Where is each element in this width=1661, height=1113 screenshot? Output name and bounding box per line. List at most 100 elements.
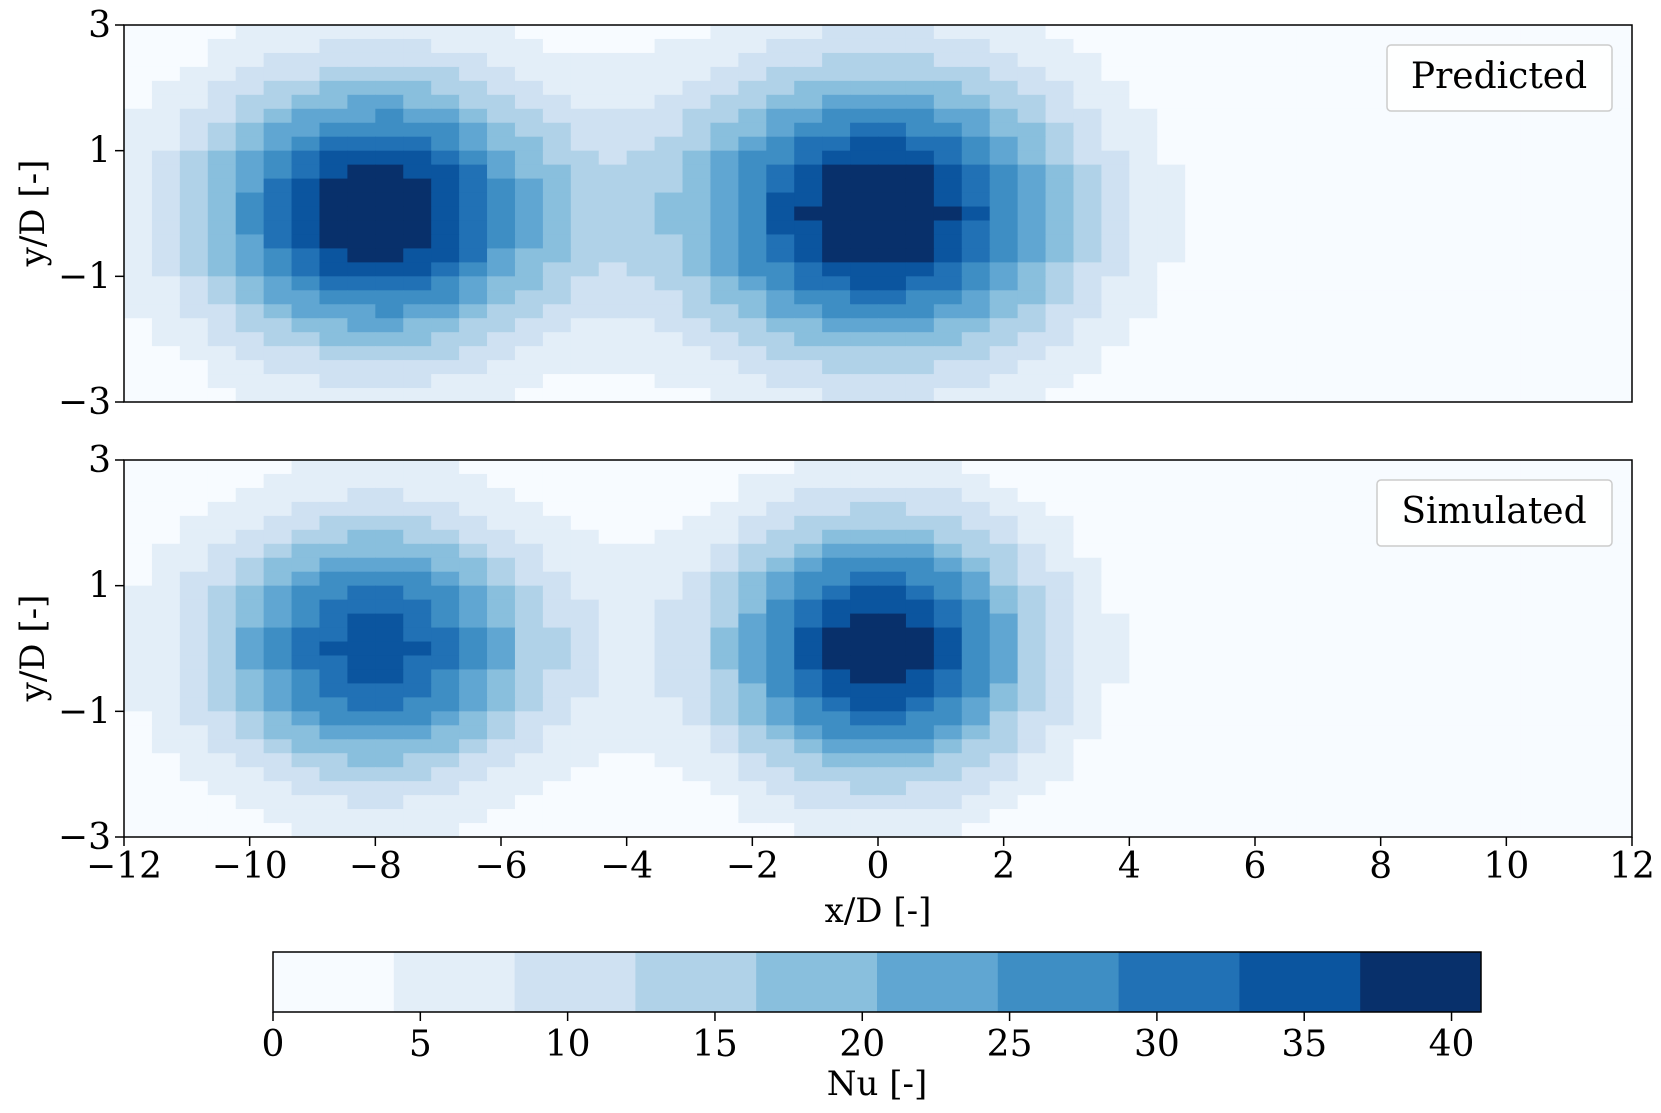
heatmap-cell [291, 234, 321, 249]
heatmap-cell [933, 248, 963, 263]
heatmap-cell [989, 460, 1019, 475]
heatmap-cell [347, 346, 376, 361]
heatmap-cell [626, 150, 656, 166]
heatmap-cell [1157, 795, 1186, 810]
heatmap-cell [207, 150, 237, 166]
heatmap-cell [738, 711, 767, 726]
heatmap-cell [738, 473, 767, 489]
heatmap-cell [1604, 655, 1633, 671]
x-tick-label: −4 [600, 846, 653, 887]
heatmap-cell [794, 66, 823, 82]
heatmap-cell [1380, 697, 1410, 712]
heatmap-cell [207, 809, 237, 824]
heatmap-cell [487, 346, 516, 361]
heatmap-cell [1296, 641, 1326, 657]
heatmap-cell [1408, 641, 1438, 657]
heatmap-cell [235, 360, 265, 375]
heatmap-cell [1492, 585, 1521, 601]
heatmap-cell [1548, 809, 1577, 824]
heatmap-cell [235, 543, 265, 559]
heatmap-cell [570, 711, 600, 726]
heatmap-cell [905, 136, 935, 152]
heatmap-cell [570, 220, 600, 236]
heatmap-cell [431, 304, 460, 319]
heatmap-cell [878, 38, 907, 54]
heatmap-cell [487, 515, 516, 531]
heatmap-cell [1324, 795, 1354, 810]
heatmap-cell [487, 767, 516, 782]
heatmap-cell [1520, 585, 1549, 601]
heatmap-cell [1185, 809, 1214, 824]
heatmap-cell [794, 641, 823, 657]
heatmap-cell [1352, 206, 1382, 222]
heatmap-cell [878, 683, 907, 698]
heatmap-cell [989, 781, 1019, 796]
heatmap-cell [1045, 460, 1075, 475]
heatmap-cell [403, 248, 432, 263]
heatmap-cell [179, 248, 209, 263]
heatmap-cell [1129, 360, 1158, 375]
heatmap-cell [347, 487, 376, 503]
heatmap-cell [319, 781, 349, 796]
heatmap-cell [1352, 290, 1382, 305]
heatmap-cell [1352, 94, 1382, 110]
heatmap-cell [822, 557, 851, 573]
heatmap-cell [403, 178, 432, 194]
heatmap-cell [989, 290, 1019, 305]
heatmap-cell [459, 150, 488, 166]
heatmap-cell [570, 599, 600, 615]
heatmap-cell [403, 473, 432, 489]
heatmap-cell [1073, 206, 1103, 222]
heatmap-cell [235, 683, 265, 698]
heatmap-cell [1157, 178, 1186, 194]
heatmap-cell [542, 711, 572, 726]
heatmap-cell [1520, 346, 1549, 361]
heatmap-cell [1157, 346, 1186, 361]
heatmap-cell [1352, 150, 1382, 166]
heatmap-cell [1129, 192, 1158, 208]
heatmap-cell [1129, 52, 1158, 68]
heatmap-cell [961, 585, 991, 601]
heatmap-cell [1464, 655, 1493, 671]
heatmap-cell [878, 388, 907, 403]
heatmap-cell [1129, 38, 1158, 54]
heatmap-cell [850, 557, 879, 573]
heatmap-cell [291, 262, 321, 277]
heatmap-cell [1241, 52, 1270, 68]
heatmap-cell [403, 38, 432, 54]
heatmap-cell [1073, 781, 1103, 796]
heatmap-cell [1017, 38, 1047, 54]
heatmap-cell [375, 25, 404, 40]
heatmap-cell [459, 276, 488, 291]
heatmap-cell [487, 38, 516, 54]
heatmap-cell [124, 332, 153, 347]
heatmap-cell [1492, 192, 1521, 208]
heatmap-cell [878, 346, 907, 361]
heatmap-cell [459, 823, 488, 838]
heatmap-cell [878, 234, 907, 249]
heatmap-cell [542, 80, 572, 96]
heatmap-cell [1520, 613, 1549, 629]
heatmap-cell [291, 795, 321, 810]
heatmap-cell [710, 781, 739, 796]
heatmap-cell [1073, 80, 1103, 96]
heatmap-cell [179, 487, 209, 503]
heatmap-cell [179, 220, 209, 236]
heatmap-cell [1241, 80, 1270, 96]
heatmap-cell [207, 753, 237, 768]
heatmap-cell [878, 585, 907, 601]
heatmap-cell [710, 122, 739, 138]
heatmap-cell [1241, 374, 1270, 389]
heatmap-cell [291, 725, 321, 740]
heatmap-cell [542, 823, 572, 838]
heatmap-cell [403, 25, 432, 40]
heatmap-cell [570, 122, 600, 138]
heatmap-cell [710, 515, 739, 531]
heatmap-cell [1520, 192, 1549, 208]
heatmap-cell [514, 346, 544, 361]
heatmap-cell [933, 627, 963, 643]
heatmap-cell [403, 290, 432, 305]
heatmap-cell [151, 192, 181, 208]
heatmap-cell [1073, 388, 1103, 403]
heatmap-cell [961, 52, 991, 68]
